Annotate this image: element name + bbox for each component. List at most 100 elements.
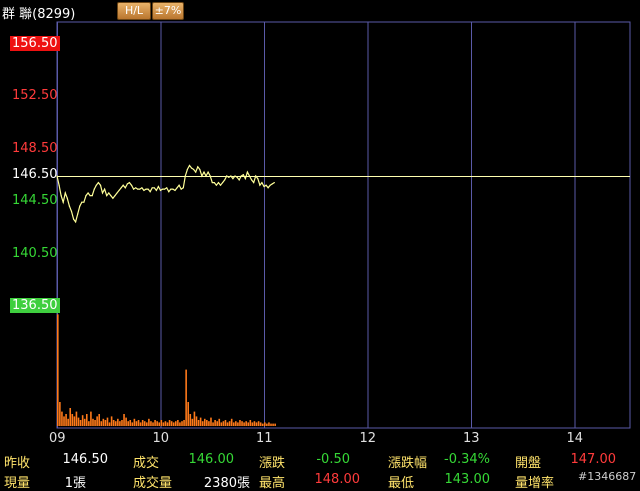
price-series-line <box>56 164 275 224</box>
volume-bar <box>172 422 175 426</box>
volume-bar <box>133 418 136 426</box>
price-point <box>114 195 116 197</box>
price-point <box>273 181 275 184</box>
price-point <box>85 195 87 197</box>
price-point <box>135 187 137 189</box>
volume-bar <box>245 421 247 426</box>
price-point <box>157 185 160 188</box>
volume-bar <box>164 421 167 426</box>
volume-bar <box>100 421 103 426</box>
plot-frame <box>56 21 631 429</box>
price-point <box>257 178 259 180</box>
price-point <box>199 168 201 171</box>
volume-bar <box>65 414 67 426</box>
stock-title: 群 聯(8299) <box>2 7 76 22</box>
price-point <box>184 175 186 177</box>
volume-bar <box>141 420 144 426</box>
y-tick-label: 144.50 <box>12 193 58 209</box>
price-point <box>68 205 71 207</box>
volume-bar <box>125 417 127 426</box>
volume-bar <box>152 422 154 426</box>
volume-bar <box>63 416 65 426</box>
price-point <box>190 167 193 169</box>
x-tick-label: 14 <box>566 431 584 446</box>
price-point <box>64 192 66 194</box>
volume-bar <box>241 421 243 426</box>
high-low-toggle-button[interactable]: H/L <box>117 2 151 20</box>
total-volume-label: 成交量 <box>133 476 173 491</box>
volume-bar <box>247 422 250 426</box>
last-price-label: 成交 <box>133 456 160 471</box>
volume-bar <box>203 418 206 426</box>
x-tick-label: 09 <box>49 431 66 446</box>
price-point <box>116 192 118 194</box>
price-point <box>174 189 176 192</box>
volume-bar <box>135 421 138 426</box>
volume-bar <box>259 422 262 426</box>
price-point <box>72 218 75 220</box>
price-point <box>104 188 106 190</box>
price-point <box>250 179 253 181</box>
price-point <box>240 175 242 177</box>
price-point <box>234 175 236 177</box>
price-point <box>197 166 199 168</box>
volume-bar <box>214 420 216 426</box>
price-point <box>139 188 141 190</box>
price-point <box>79 205 81 207</box>
price-point <box>161 188 164 190</box>
volume-bar <box>158 422 161 426</box>
price-point <box>263 185 265 188</box>
y-tick-label: 146.50 <box>12 167 58 182</box>
price-point <box>246 171 249 173</box>
volume-bar <box>177 420 179 426</box>
x-tick-label: 11 <box>256 431 273 446</box>
price-point <box>149 191 151 193</box>
volume-growth-label: 量增率 <box>515 476 555 491</box>
price-point <box>70 210 73 212</box>
price-point <box>180 188 182 190</box>
price-point <box>143 189 145 192</box>
percent-range-button[interactable]: ±7% <box>152 2 184 20</box>
price-point <box>97 181 99 184</box>
open-value: 147.00 <box>570 452 617 467</box>
volume-bar <box>127 421 129 426</box>
price-point <box>166 187 168 189</box>
price-point <box>269 184 271 186</box>
price-point <box>153 187 155 189</box>
volume-bar <box>168 420 171 426</box>
volume-bar <box>154 420 156 426</box>
current-volume-label: 現量 <box>4 476 31 491</box>
price-point <box>170 188 172 190</box>
volume-bar <box>206 420 208 426</box>
volume-bar <box>197 420 200 426</box>
price-point <box>209 175 211 177</box>
price-point <box>87 192 89 194</box>
x-tick-label: 10 <box>152 431 170 446</box>
price-point <box>267 187 269 189</box>
volume-bar <box>230 418 233 426</box>
volume-bar <box>96 416 98 426</box>
volume-bar <box>146 422 148 426</box>
open-label: 開盤 <box>515 456 542 471</box>
volume-bar <box>110 416 113 426</box>
volume-bar <box>69 408 72 426</box>
price-point <box>265 184 267 186</box>
volume-bar <box>123 414 125 426</box>
volume-bar <box>266 423 268 426</box>
volume-bar <box>119 421 121 426</box>
volume-bar <box>228 421 231 426</box>
volume-bar <box>193 411 196 426</box>
volume-bar <box>75 411 78 426</box>
volume-bar <box>174 421 177 426</box>
price-point <box>110 195 112 197</box>
volume-bar <box>150 421 152 426</box>
volume-bar <box>218 418 221 426</box>
volume-bar <box>179 422 181 426</box>
y-tick-label: 156.50 <box>10 36 60 51</box>
volume-bar <box>139 422 142 426</box>
volume-bar <box>71 414 74 426</box>
volume-bar <box>112 420 115 426</box>
price-point <box>106 195 108 197</box>
price-point <box>205 175 207 177</box>
price-point <box>91 195 93 197</box>
